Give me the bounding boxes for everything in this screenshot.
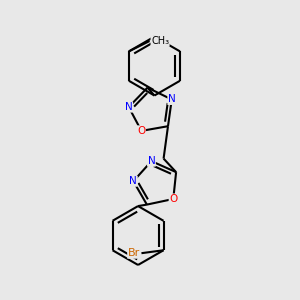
Text: O: O <box>169 194 177 204</box>
Text: N: N <box>168 94 176 104</box>
Text: N: N <box>148 156 155 166</box>
Text: N: N <box>125 102 133 112</box>
Text: O: O <box>137 126 146 136</box>
Text: CH₃: CH₃ <box>151 36 169 46</box>
Text: Br: Br <box>128 248 140 258</box>
Text: N: N <box>130 176 137 186</box>
